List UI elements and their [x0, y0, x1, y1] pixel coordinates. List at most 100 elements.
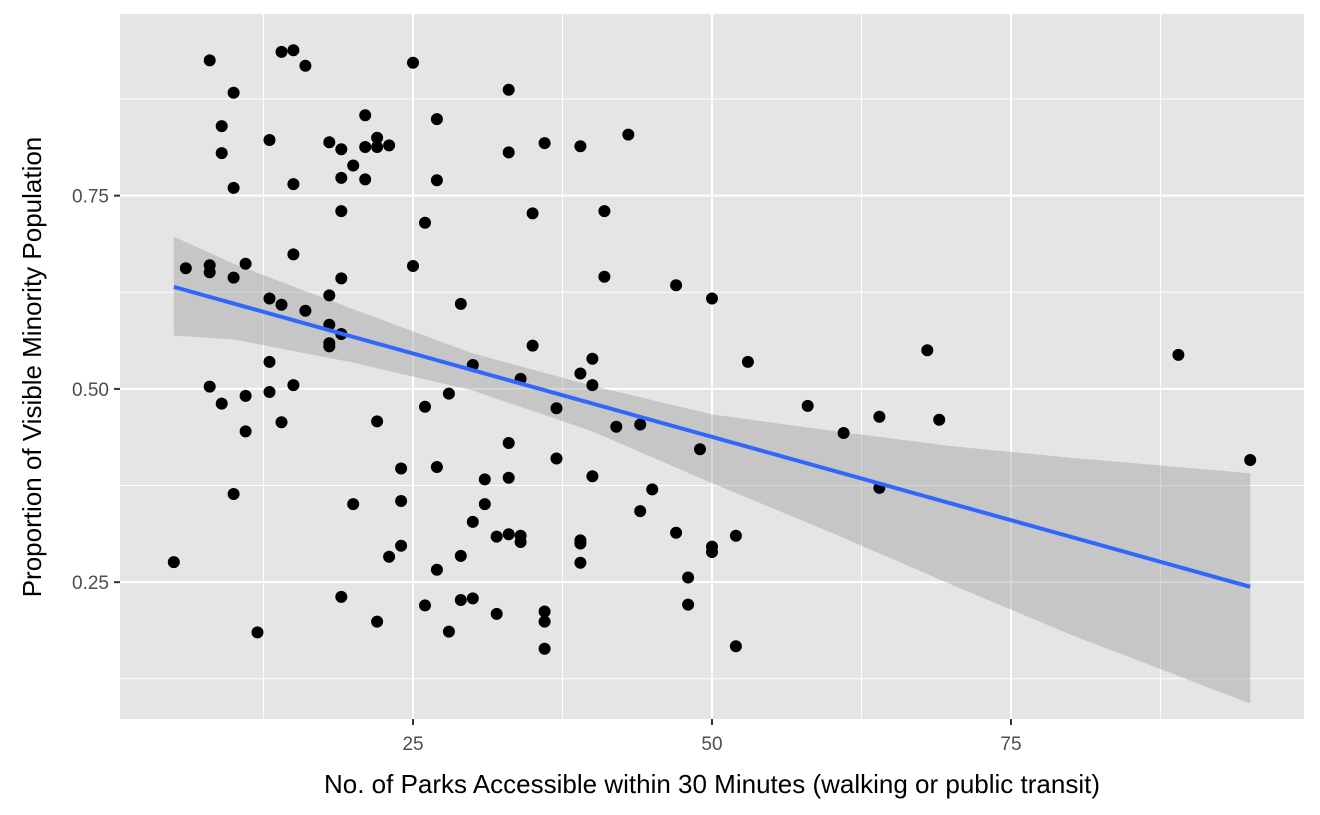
confidence-band: [173, 236, 1251, 704]
data-point: [287, 248, 300, 261]
data-point: [335, 205, 348, 218]
data-point: [454, 549, 467, 562]
data-point: [574, 140, 587, 153]
data-point: [263, 134, 276, 146]
data-point: [586, 379, 599, 392]
data-point: [203, 54, 216, 67]
data-point: [383, 550, 396, 563]
data-point: [586, 352, 599, 365]
data-point: [371, 415, 384, 428]
data-point: [383, 139, 396, 152]
data-point: [430, 563, 443, 576]
data-point: [598, 270, 611, 283]
data-point: [215, 397, 228, 410]
data-point: [670, 279, 683, 292]
data-point: [167, 556, 180, 569]
x-axis-title: No. of Parks Accessible within 30 Minute…: [324, 769, 1100, 799]
data-point: [251, 626, 264, 639]
x-tick-label: 25: [402, 734, 423, 755]
data-point: [706, 292, 718, 305]
data-point: [502, 528, 515, 541]
data-point: [371, 615, 384, 628]
data-point: [538, 642, 551, 655]
axes: 25 50 75 0.25 0.50 0.75: [72, 187, 1022, 755]
data-point: [335, 143, 348, 156]
data-point: [490, 607, 503, 620]
data-point: [1172, 348, 1185, 361]
data-point: [371, 141, 384, 153]
data-point: [359, 141, 372, 153]
data-point: [287, 178, 300, 191]
data-point: [430, 461, 443, 473]
data-point: [323, 340, 336, 353]
data-point: [634, 418, 647, 431]
trend-line-layer: [173, 284, 1251, 589]
data-point: [502, 83, 515, 96]
data-point: [430, 174, 443, 187]
data-point: [419, 400, 431, 413]
data-point: [395, 495, 408, 507]
y-tick-label: 0.75: [72, 187, 109, 208]
data-point: [538, 615, 551, 628]
data-point: [323, 136, 336, 149]
data-point: [454, 594, 467, 606]
data-point: [574, 367, 587, 380]
y-tick-label: 0.50: [72, 380, 109, 401]
data-point: [1244, 454, 1257, 466]
data-point: [203, 380, 216, 393]
data-point: [407, 260, 419, 272]
data-point: [203, 266, 216, 279]
data-point: [610, 420, 623, 433]
data-point: [646, 483, 659, 496]
data-point: [478, 473, 491, 486]
data-point: [239, 257, 252, 270]
data-point: [550, 402, 563, 415]
data-point: [430, 113, 443, 126]
data-point: [275, 298, 288, 311]
data-point: [395, 539, 408, 552]
data-point: [873, 410, 886, 423]
y-tick-label: 0.25: [72, 573, 109, 594]
data-point: [263, 386, 276, 398]
data-point: [407, 56, 419, 69]
data-point: [263, 292, 276, 305]
data-point: [550, 452, 563, 465]
data-point: [227, 181, 240, 194]
data-point: [179, 262, 192, 275]
data-point: [801, 399, 814, 412]
data-point: [502, 437, 515, 449]
data-point: [359, 173, 372, 186]
data-point: [287, 379, 300, 392]
data-point: [359, 109, 372, 122]
data-point: [335, 272, 348, 285]
y-axis-title: Proportion of Visible Minority Populatio…: [17, 137, 47, 598]
data-point: [526, 339, 539, 352]
data-point: [299, 59, 312, 72]
data-point: [442, 625, 455, 638]
data-point: [538, 137, 551, 150]
data-point: [622, 128, 635, 141]
x-tick-label: 50: [701, 734, 722, 755]
data-point: [215, 120, 228, 133]
data-point: [419, 599, 431, 612]
data-point: [921, 344, 934, 357]
data-point: [694, 443, 706, 456]
data-point: [227, 271, 240, 284]
data-point: [837, 427, 850, 439]
data-point: [586, 470, 599, 483]
data-point: [682, 571, 695, 584]
data-point: [227, 488, 240, 500]
data-point: [634, 505, 647, 518]
data-point: [729, 640, 742, 653]
data-point: [526, 207, 539, 220]
data-point: [741, 355, 754, 368]
data-point: [371, 131, 384, 144]
data-point: [670, 526, 683, 539]
data-point: [598, 205, 611, 218]
data-point: [514, 536, 527, 548]
data-point: [275, 45, 288, 58]
data-point: [395, 462, 408, 475]
data-point: [574, 537, 587, 550]
data-point: [682, 598, 695, 611]
